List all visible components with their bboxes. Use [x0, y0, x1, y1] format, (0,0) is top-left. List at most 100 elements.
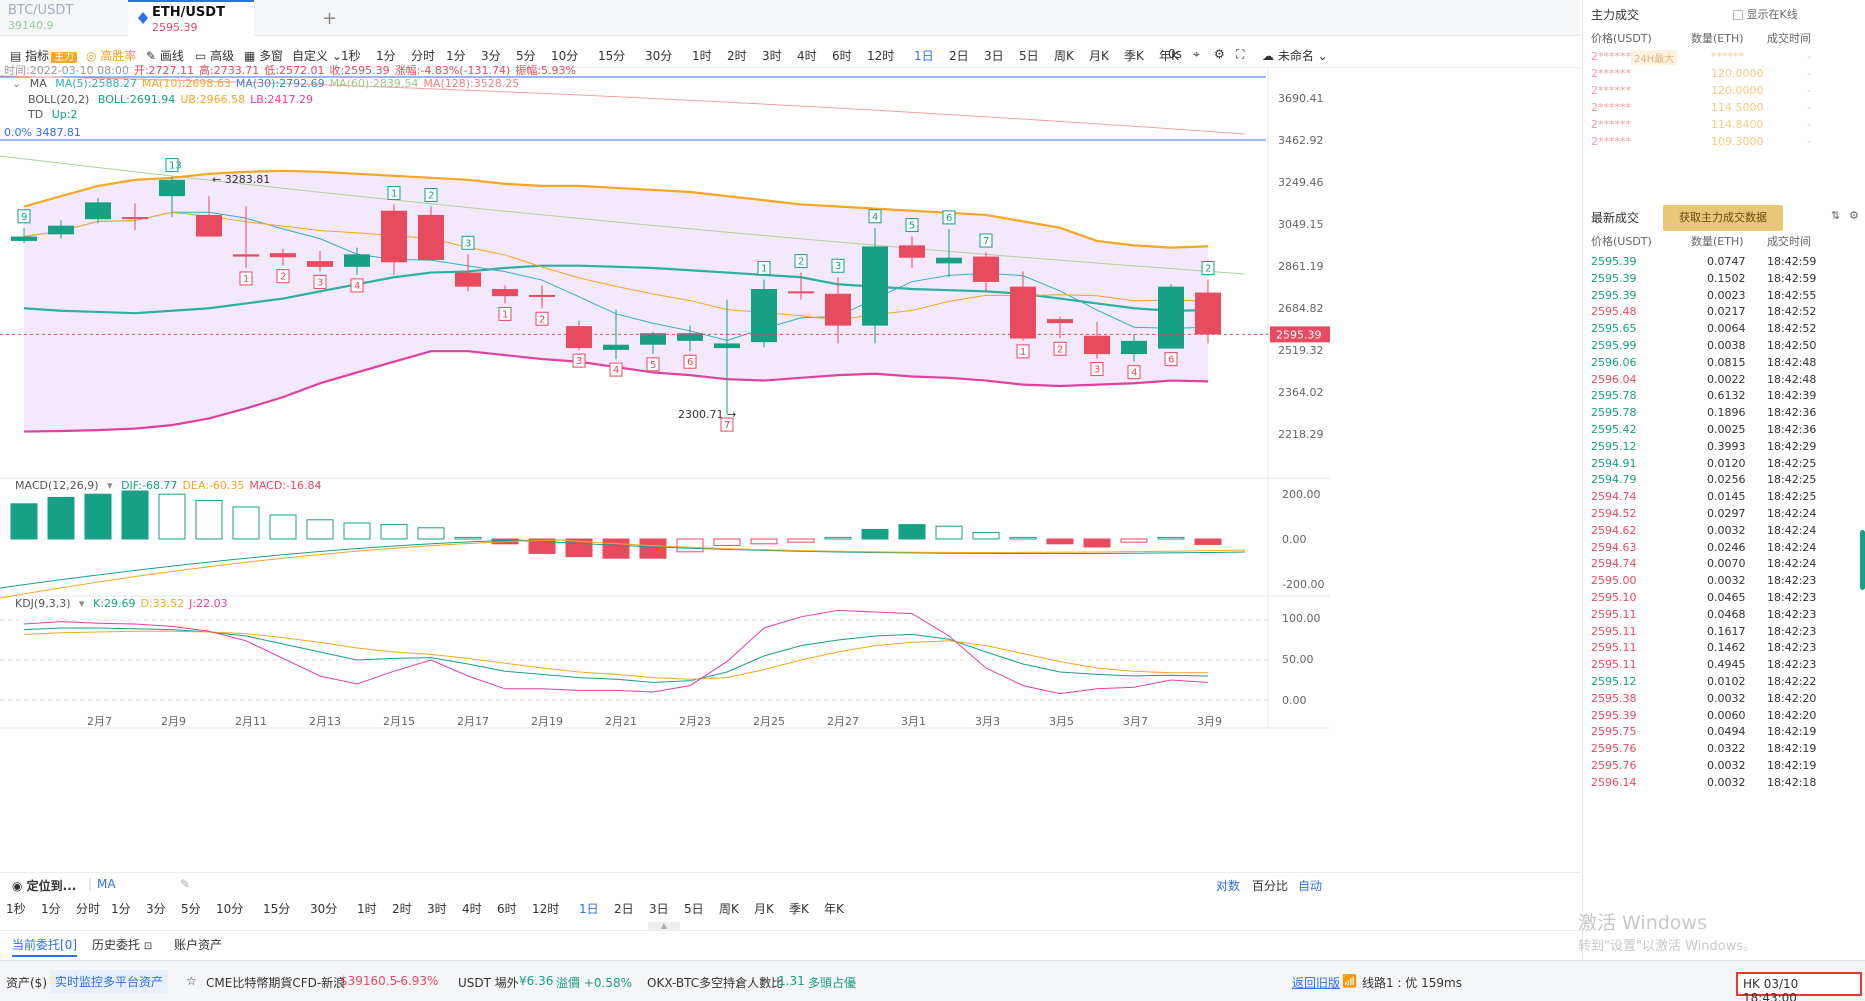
percent-scale-toggle[interactable]: 百分比: [1252, 879, 1289, 893]
timeframe-21[interactable]: 季K: [1124, 49, 1144, 63]
timeframe-2[interactable]: 分时: [76, 902, 101, 916]
timeframe-4[interactable]: 3分: [481, 49, 501, 63]
edit-icon[interactable]: ✎: [180, 877, 191, 891]
custom-dropdown[interactable]: 自定义 ⌄: [292, 47, 342, 64]
network-line[interactable]: 线路1 : 优 159ms: [1362, 976, 1462, 990]
timeframe-10[interactable]: 2时: [392, 902, 412, 916]
timeframe-3[interactable]: 1分: [446, 49, 466, 63]
timeframe-20[interactable]: 月K: [754, 902, 774, 916]
trade-price: 2595.12: [1591, 439, 1637, 453]
settings-icon[interactable]: ⚙: [1214, 47, 1225, 61]
fib-level-label: 0.0% 3487.81: [4, 126, 81, 139]
chevron-down-icon[interactable]: ▾: [107, 479, 113, 492]
timeframe-0[interactable]: 1秒: [341, 49, 361, 63]
timeframe-8[interactable]: 30分: [645, 49, 673, 63]
timeframe-9[interactable]: 1时: [692, 49, 712, 63]
timeframe-15[interactable]: 1日: [579, 902, 599, 916]
collapse-icon[interactable]: ⌄: [12, 77, 22, 90]
timeframe-19[interactable]: 周K: [719, 902, 739, 916]
advanced-button[interactable]: ▭ 高级: [195, 47, 234, 64]
timeframe-19[interactable]: 周K: [1054, 49, 1074, 63]
timeframe-12[interactable]: 4时: [797, 49, 817, 63]
timeframe-22[interactable]: 年K: [1159, 49, 1179, 63]
timeframe-4[interactable]: 3分: [146, 902, 166, 916]
trade-qty: 0.0038: [1707, 339, 1746, 352]
timeframe-18[interactable]: 5日: [684, 902, 704, 916]
timeframe-11[interactable]: 3时: [427, 902, 447, 916]
timeframe-6[interactable]: 10分: [551, 49, 579, 63]
price: 2******: [1591, 101, 1631, 114]
layout-dropdown[interactable]: ☁ 未命名 ⌄: [1262, 47, 1328, 64]
timeframe-7[interactable]: 15分: [263, 902, 291, 916]
timeframe-9[interactable]: 1时: [357, 902, 377, 916]
chart-toolbar: ▤ 指标 主力 ◎ 高胜率 ✎ 画线 ▭ 高级 ▦ 多窗 自定义 ⌄ 0s ⌖ ⚙…: [0, 42, 1580, 68]
trade-time: 18:42:39: [1767, 389, 1817, 403]
sort-icon[interactable]: ⇅: [1831, 209, 1841, 222]
tab-eth-usdt[interactable]: ETH/USDT 2595.39: [128, 0, 254, 36]
timeframe-6[interactable]: 10分: [216, 902, 244, 916]
collapse-panel-icon[interactable]: ▲: [648, 922, 680, 930]
multi-window-button[interactable]: ▦ 多窗: [244, 47, 283, 64]
win-rate-button[interactable]: ◎ 高胜率: [86, 47, 136, 64]
timeframe-16[interactable]: 2日: [614, 902, 634, 916]
ma-toggle[interactable]: MA: [97, 877, 116, 891]
crosshair-icon[interactable]: ⌖: [1193, 47, 1200, 61]
auto-scale-toggle[interactable]: 自动: [1298, 879, 1323, 893]
td-marker-box: [794, 254, 808, 269]
macd-histogram-bar: [1157, 536, 1185, 540]
macd-axis-label: 0.00: [1282, 533, 1307, 546]
td-marker-box: [1053, 341, 1067, 356]
timeframe-0[interactable]: 1秒: [6, 902, 26, 916]
tab-current-orders[interactable]: 当前委托[0]: [12, 936, 77, 957]
tab-btc-usdt[interactable]: BTC/USDT 39140.9: [0, 0, 128, 36]
timeframe-15[interactable]: 1日: [914, 49, 934, 63]
indicator-button[interactable]: ▤ 指标 主力: [10, 47, 78, 64]
eth-icon: [138, 12, 148, 24]
timeframe-5[interactable]: 5分: [181, 902, 201, 916]
timeframe-22[interactable]: 年K: [824, 902, 844, 916]
chevron-down-icon[interactable]: ▾: [79, 597, 85, 610]
timeframe-17[interactable]: 3日: [649, 902, 669, 916]
macd-value: DIF:-68.77: [121, 479, 178, 492]
draw-button[interactable]: ✎ 画线: [146, 47, 184, 64]
timeframe-14[interactable]: 12时: [867, 49, 895, 63]
date-axis-label: 2月21: [605, 715, 637, 728]
fetch-main-trades-button[interactable]: 获取主力成交数据: [1663, 205, 1783, 231]
timeframe-7[interactable]: 15分: [598, 49, 626, 63]
info-close: 收:2595.39: [329, 64, 390, 77]
timeframe-12[interactable]: 4时: [462, 902, 482, 916]
star-icon[interactable]: ☆: [186, 974, 197, 988]
trade-qty: 0.3993: [1707, 439, 1746, 453]
timeframe-18[interactable]: 5日: [1019, 49, 1039, 63]
timeframe-1[interactable]: 1分: [376, 49, 396, 63]
fullscreen-icon[interactable]: ⛶: [1236, 47, 1245, 61]
timeframe-13[interactable]: 6时: [832, 49, 852, 63]
timeframe-11[interactable]: 3时: [762, 49, 782, 63]
timeframe-8[interactable]: 30分: [310, 902, 338, 916]
kdj-label: KDJ(9,3,3): [15, 597, 71, 610]
timeframe-5[interactable]: 5分: [516, 49, 536, 63]
timeframe-16[interactable]: 2日: [949, 49, 969, 63]
timeframe-13[interactable]: 6时: [497, 902, 517, 916]
timeframe-10[interactable]: 2时: [727, 49, 747, 63]
show-in-kline-toggle[interactable]: 显示在K线: [1733, 6, 1798, 22]
monitor-assets-button[interactable]: 实时监控多平台资产: [50, 970, 169, 993]
timeframe-17[interactable]: 3日: [984, 49, 1004, 63]
timeframe-3[interactable]: 1分: [111, 902, 131, 916]
settings-icon[interactable]: ⚙: [1849, 209, 1859, 222]
timeframe-14[interactable]: 12时: [532, 902, 560, 916]
locate-button[interactable]: ◉ 定位到...: [12, 877, 76, 894]
scrollbar-thumb[interactable]: [1860, 530, 1865, 590]
timeframe-1[interactable]: 1分: [41, 902, 61, 916]
timeframe-21[interactable]: 季K: [789, 902, 809, 916]
tab-account-assets[interactable]: 账户资产: [174, 938, 223, 952]
log-scale-toggle[interactable]: 对数: [1216, 879, 1241, 893]
tab-history-orders[interactable]: 历史委托 ⊡: [92, 936, 152, 953]
trade-time: 18:42:19: [1767, 725, 1817, 739]
back-to-old-link[interactable]: 返回旧版: [1292, 976, 1341, 990]
add-tab-icon[interactable]: +: [322, 8, 338, 29]
timeframe-2[interactable]: 分时: [411, 49, 436, 63]
timeframe-20[interactable]: 月K: [1089, 49, 1109, 63]
checkbox[interactable]: [1733, 10, 1743, 20]
